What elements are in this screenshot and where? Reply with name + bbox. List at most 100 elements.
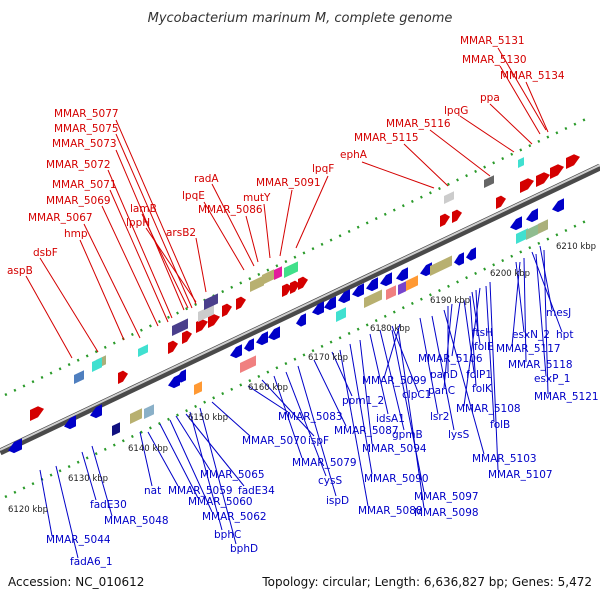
gene-arrow (176, 369, 186, 383)
tick-label: 6190 kbp (430, 296, 470, 306)
leader-line (147, 431, 179, 487)
genome-backbone-highlight (0, 164, 600, 451)
gene-block (398, 281, 406, 295)
gene-block (274, 266, 282, 280)
gene-arrow (118, 370, 128, 384)
gene-label: bphD (230, 543, 258, 555)
gene-label: folB (490, 419, 510, 431)
gene-arrow (290, 280, 300, 294)
gene-label: fadE30 (90, 499, 127, 511)
leader-line (79, 239, 125, 341)
leader-line (361, 161, 435, 189)
gene-label: MMAR_5083 (278, 411, 343, 423)
gene-label: fadA6_1 (70, 556, 113, 568)
leader-line (403, 143, 449, 187)
gene-label: bphC (214, 529, 241, 541)
gene-label: lsr2 (430, 411, 449, 423)
gene-arrow (566, 154, 580, 169)
gene-label: MMAR_5067 (28, 212, 93, 224)
gene-label: MMAR_5072 (46, 159, 111, 171)
leader-line (263, 203, 271, 259)
tick-label: 6120 kbp (8, 505, 48, 515)
gene-arrow (496, 195, 506, 209)
summary-text: Topology: circular; Length: 6,636,827 bp… (261, 575, 592, 589)
gene-label: fadE34 (238, 485, 275, 497)
leader-line (339, 349, 369, 507)
gene-label: hmp (64, 228, 88, 240)
leader-line (463, 287, 481, 407)
gene-label: lppH (126, 217, 150, 229)
leader-line (83, 223, 141, 339)
gene-block (112, 422, 120, 436)
gene-arrow (536, 172, 550, 187)
gene-block (518, 157, 524, 168)
leader-line (261, 379, 315, 437)
gene-label: MMAR_5086 (198, 204, 263, 216)
gene-label: radA (194, 173, 219, 185)
gene-arrow (64, 415, 76, 430)
leader-line (485, 285, 495, 423)
gene-arrow (454, 252, 464, 266)
gene-arrow (196, 319, 208, 333)
gene-block (484, 175, 494, 188)
leader-line (39, 469, 53, 537)
gene-label: ppm1_2 (342, 395, 384, 407)
gene-label: esxN_2 (512, 329, 550, 341)
gene-block (538, 219, 548, 234)
leader-line (379, 329, 405, 431)
gene-label: MMAR_5044 (46, 534, 111, 546)
leader-line (313, 359, 347, 427)
leader-line (397, 327, 425, 509)
gene-label: MMAR_5077 (54, 108, 119, 120)
accession-text: Accession: NC_010612 (8, 575, 144, 589)
gene-label: MMAR_5117 (496, 343, 561, 355)
gene-label: MMAR_5130 (462, 54, 527, 66)
leader-line (273, 375, 303, 459)
gene-label: MMAR_5134 (500, 70, 565, 82)
gene-arrow (312, 301, 324, 316)
gene-arrow (452, 209, 462, 223)
gene-label: MMAR_5060 (188, 496, 253, 508)
gene-arrow (466, 247, 476, 261)
gene-arrow (168, 340, 178, 354)
gene-block (74, 370, 84, 384)
gene-block (172, 318, 188, 336)
gene-label: ispF (308, 435, 329, 447)
gene-features (8, 154, 580, 454)
gene-label: MMAR_5108 (456, 403, 521, 415)
leader-line (369, 333, 389, 415)
gene-label: MMAR_5097 (414, 491, 479, 503)
gene-block (198, 304, 214, 322)
gene-block (144, 404, 154, 419)
gene-label: ppa (480, 92, 500, 104)
leader-line (211, 183, 255, 267)
gene-arrow (90, 404, 102, 419)
leader-line (39, 257, 99, 353)
gene-label: MMAR_5103 (472, 453, 537, 465)
leader-line (279, 189, 293, 257)
leader-line (443, 303, 453, 389)
leader-line (185, 413, 245, 487)
gene-label: MMAR_5099 (362, 375, 427, 387)
gene-arrow (520, 178, 534, 193)
leader-line (391, 329, 425, 493)
leader-line (189, 411, 223, 531)
gene-label: MMAR_5073 (52, 138, 117, 150)
leader-line (81, 451, 97, 501)
gene-label: MMAR_5106 (418, 353, 483, 365)
leader-line (101, 205, 159, 327)
leader-line (199, 407, 237, 545)
gene-block (444, 191, 454, 204)
tick-label: 6200 kbp (490, 269, 530, 279)
leader-line (429, 129, 491, 177)
gene-label: MMAR_5079 (292, 457, 357, 469)
gene-label: MMAR_5062 (202, 511, 267, 523)
gene-label: MMAR_5121 (534, 391, 599, 403)
gene-arrow (298, 276, 308, 290)
gene-arrow (420, 262, 432, 277)
label-leaders (25, 47, 563, 559)
gene-label: dsbF (33, 247, 58, 259)
tick-label: 6130 kbp (68, 474, 108, 484)
leader-line (383, 323, 401, 379)
